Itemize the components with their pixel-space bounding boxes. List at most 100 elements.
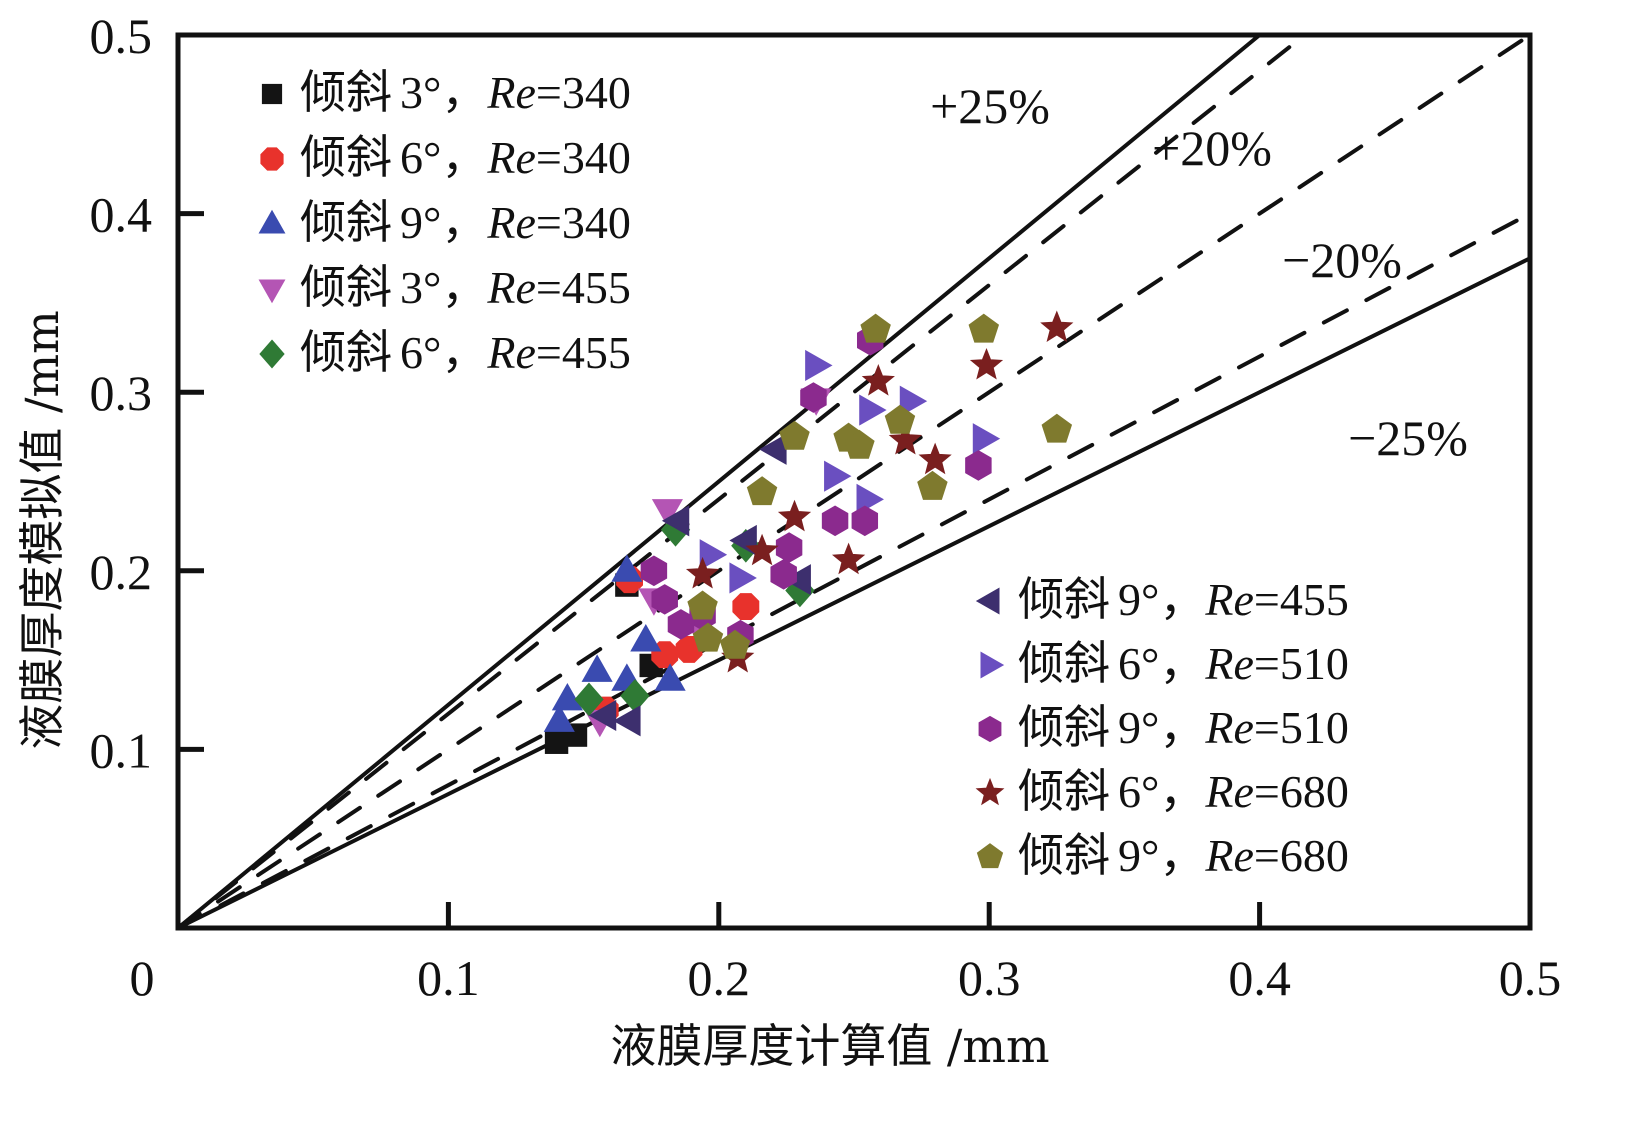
data-point bbox=[729, 562, 757, 594]
data-point bbox=[651, 584, 678, 615]
legend-name: 倾斜 bbox=[1018, 572, 1110, 626]
legend-name: 倾斜 bbox=[300, 130, 392, 184]
legend-sep: ， bbox=[1159, 572, 1205, 626]
legend-name: 倾斜 bbox=[1018, 700, 1110, 754]
y-axis-title: 液膜厚度模拟值 /mm bbox=[15, 310, 69, 749]
data-point bbox=[884, 404, 916, 434]
legend-sep: ， bbox=[1159, 636, 1205, 690]
legend-re-value: 455 bbox=[1280, 574, 1349, 625]
y-tick-label: 0.2 bbox=[90, 544, 153, 600]
plot-border bbox=[175, 32, 1533, 931]
legend-name: 倾斜 bbox=[1018, 764, 1110, 818]
legend-angle: 3° bbox=[400, 262, 441, 313]
legend-item: 倾斜 9°，Re=680 bbox=[976, 828, 1349, 882]
legend-equals: = bbox=[1254, 702, 1280, 753]
reference-line-label: −25% bbox=[1348, 410, 1468, 466]
data-point bbox=[687, 590, 718, 620]
data-point bbox=[640, 555, 668, 587]
data-point bbox=[821, 505, 849, 537]
legend-marker-icon bbox=[975, 587, 1000, 615]
legend-sep: ， bbox=[1159, 764, 1205, 818]
legend-angle: 6° bbox=[400, 327, 441, 378]
legend-angle: 6° bbox=[1118, 638, 1159, 689]
legend-angle: 9° bbox=[1118, 574, 1159, 625]
data-point bbox=[661, 505, 690, 537]
reference-line-label: −20% bbox=[1282, 232, 1402, 288]
legend-name: 倾斜 bbox=[300, 65, 392, 119]
legend-sep: ， bbox=[441, 130, 487, 184]
y-tick-label: 0.5 bbox=[90, 8, 153, 64]
data-point bbox=[732, 593, 760, 620]
data-point bbox=[918, 442, 952, 475]
legend-item: 倾斜 3°，Re=340 bbox=[261, 65, 631, 119]
data-point bbox=[581, 654, 613, 682]
data-point bbox=[965, 450, 992, 481]
data-point bbox=[888, 422, 922, 455]
legend-re-symbol: Re bbox=[1204, 574, 1254, 625]
data-point bbox=[651, 499, 683, 527]
x-tick-label: 0 bbox=[130, 950, 155, 1006]
legend-re-symbol: Re bbox=[1204, 702, 1254, 753]
legend-equals: = bbox=[1254, 574, 1280, 625]
legend-angle: 9° bbox=[1118, 830, 1159, 881]
reference-line bbox=[176, 33, 1307, 930]
legend-re-value: 680 bbox=[1280, 830, 1349, 881]
legend-name: 倾斜 bbox=[1018, 828, 1110, 882]
reference-line bbox=[176, 33, 1262, 930]
x-tick-label: 0.3 bbox=[958, 950, 1021, 1006]
legend-re-symbol: Re bbox=[1204, 766, 1254, 817]
legend-re-value: 340 bbox=[562, 197, 631, 248]
data-points bbox=[543, 310, 1074, 754]
data-point bbox=[611, 554, 643, 582]
legend-re-symbol: Re bbox=[1204, 638, 1254, 689]
legend-angle: 3° bbox=[400, 67, 441, 118]
data-point bbox=[770, 559, 797, 590]
legend-angle: 9° bbox=[1118, 702, 1159, 753]
legend-sep: ， bbox=[441, 195, 487, 249]
data-point bbox=[972, 423, 1001, 455]
legend-sep: ， bbox=[1159, 828, 1205, 882]
legend-marker-icon bbox=[259, 339, 285, 369]
legend-item: 倾斜 6°，Re=680 bbox=[975, 764, 1349, 818]
data-point bbox=[1040, 310, 1074, 343]
legend-equals: = bbox=[536, 67, 562, 118]
legend-angle: 6° bbox=[400, 132, 441, 183]
legend-label: 倾斜 9°，Re=340 bbox=[300, 195, 631, 249]
legend-re-symbol: Re bbox=[486, 67, 536, 118]
data-point bbox=[861, 364, 895, 396]
data-point bbox=[899, 385, 928, 417]
data-point bbox=[968, 313, 1000, 343]
data-point bbox=[844, 429, 875, 459]
data-point bbox=[1041, 413, 1073, 443]
legend-angle: 9° bbox=[400, 197, 441, 248]
legend-label: 倾斜 9°，Re=510 bbox=[1018, 700, 1349, 754]
legend-sep: ， bbox=[441, 325, 487, 379]
legend-name: 倾斜 bbox=[300, 260, 392, 314]
legend-label: 倾斜 9°，Re=455 bbox=[1018, 572, 1349, 626]
x-tick-label: 0.4 bbox=[1228, 950, 1291, 1006]
plot-frame bbox=[175, 32, 1533, 931]
data-point bbox=[613, 705, 641, 737]
series-9deg-re680 bbox=[687, 313, 1073, 659]
legend-label: 倾斜 6°，Re=680 bbox=[1018, 764, 1349, 818]
legend-equals: = bbox=[536, 262, 562, 313]
legend-re-value: 340 bbox=[562, 67, 631, 118]
legend-marker-icon bbox=[980, 651, 1005, 679]
legend-item: 倾斜 6°，Re=340 bbox=[260, 130, 631, 184]
x-tick-label: 0.1 bbox=[417, 950, 480, 1006]
data-point bbox=[831, 542, 866, 575]
legend-marker-icon bbox=[975, 777, 1005, 806]
reference-line bbox=[176, 211, 1532, 930]
data-point bbox=[654, 663, 686, 691]
reference-line-label: +20% bbox=[1152, 120, 1272, 176]
legend-re-value: 455 bbox=[562, 262, 631, 313]
data-point bbox=[851, 505, 879, 537]
legend-label: 倾斜 3°，Re=455 bbox=[300, 260, 631, 314]
x-tick-label: 0.5 bbox=[1499, 950, 1562, 1006]
data-point bbox=[685, 556, 720, 589]
data-point bbox=[588, 699, 617, 732]
legend-equals: = bbox=[536, 132, 562, 183]
data-point bbox=[777, 499, 812, 532]
reference-line bbox=[176, 33, 1532, 930]
